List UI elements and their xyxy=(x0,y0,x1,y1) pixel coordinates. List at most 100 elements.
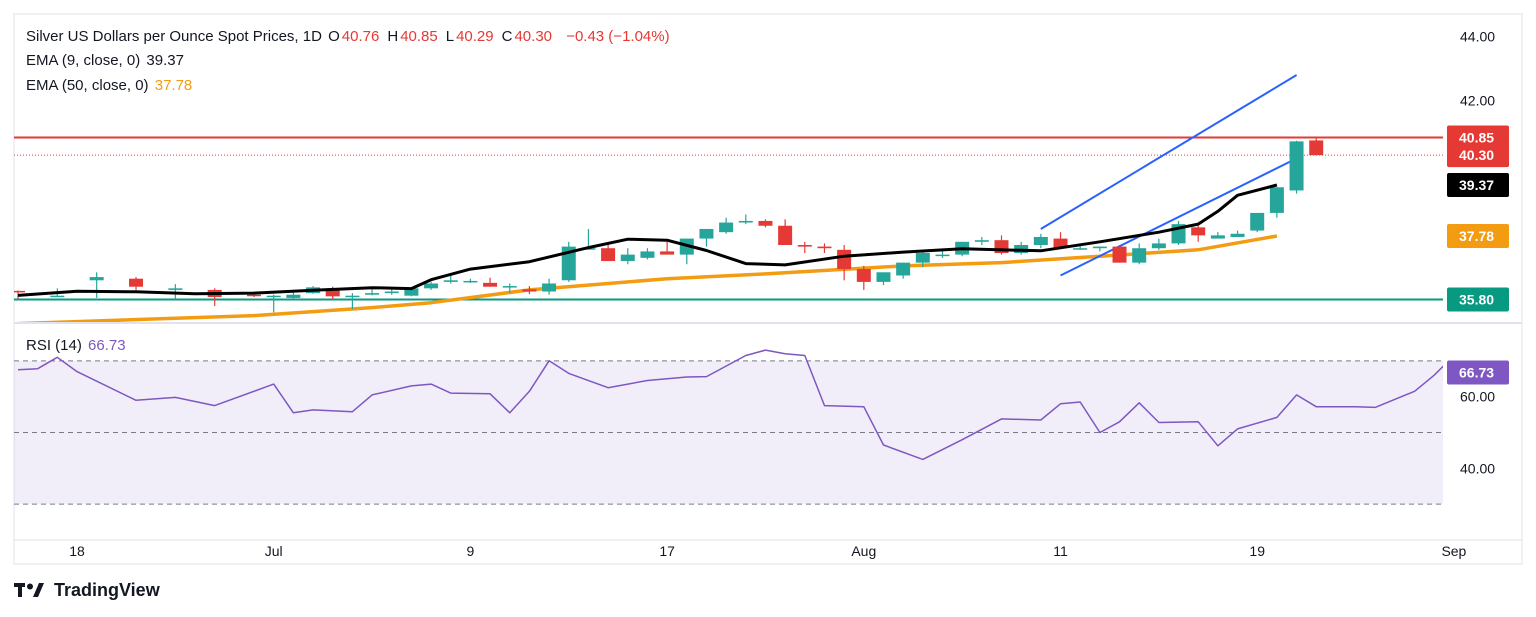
candle-body xyxy=(817,246,832,249)
channel-lower-line xyxy=(1060,157,1298,277)
candle-body xyxy=(1112,246,1127,263)
candle xyxy=(1269,187,1284,218)
candle xyxy=(1092,246,1107,252)
candle xyxy=(1309,137,1324,156)
x-tick-label: 9 xyxy=(467,543,475,559)
candle xyxy=(1210,232,1225,239)
rsi-tag-box xyxy=(1447,360,1509,385)
candle xyxy=(286,291,301,299)
x-tick-label: Sep xyxy=(1441,543,1466,559)
candle xyxy=(1053,232,1068,249)
candle xyxy=(561,241,576,282)
rsi-label: RSI (14) xyxy=(26,337,82,354)
candle xyxy=(915,251,930,268)
candle-body xyxy=(89,277,104,281)
ohlc-o: O 40.76 xyxy=(328,28,380,45)
price-tag-box xyxy=(1447,287,1509,312)
x-tick-label: 18 xyxy=(69,543,85,559)
price-tag-label: 37.78 xyxy=(1459,228,1494,244)
ema50-value: 37.78 xyxy=(154,77,193,94)
candle xyxy=(365,288,380,296)
candle xyxy=(640,248,655,260)
candle xyxy=(502,283,517,294)
ohlc-h: H 40.85 xyxy=(387,28,438,45)
ema9-label: EMA (9, close, 0) xyxy=(26,52,141,69)
candle xyxy=(620,248,635,265)
rsi-value: 66.73 xyxy=(88,337,126,354)
candle xyxy=(207,288,222,306)
candle xyxy=(797,241,812,254)
candle xyxy=(738,214,753,225)
candle-body xyxy=(915,253,930,263)
candle xyxy=(1132,243,1147,265)
candle-body xyxy=(935,254,950,257)
candle-body xyxy=(856,269,871,282)
rsi-line xyxy=(17,349,1443,461)
legend-rsi: RSI (14) 66.73 xyxy=(26,337,128,354)
price-tag-label: 39.37 xyxy=(1459,177,1494,193)
candle xyxy=(266,294,281,313)
ohlc-c: C 40.30 xyxy=(501,28,553,45)
candle xyxy=(876,272,891,286)
candle xyxy=(896,262,911,279)
candle-body xyxy=(601,248,616,262)
candle-body xyxy=(1210,235,1225,239)
candle-body xyxy=(778,225,793,245)
candle xyxy=(443,275,458,284)
x-tick-label: 19 xyxy=(1249,543,1265,559)
candle-body xyxy=(719,222,734,233)
candle xyxy=(1112,245,1127,263)
candle-body xyxy=(50,295,65,298)
candle xyxy=(129,277,144,290)
candle-body xyxy=(522,289,537,292)
candle xyxy=(1033,233,1048,249)
candle-body xyxy=(561,246,576,281)
candle-body xyxy=(365,293,380,295)
candle xyxy=(483,277,498,287)
price-tag-label: 40.30 xyxy=(1459,147,1494,163)
candle-body xyxy=(1191,227,1206,236)
candle-body xyxy=(797,245,812,247)
candle xyxy=(758,219,773,228)
candle-body xyxy=(1230,233,1245,237)
price-tag-label: 35.80 xyxy=(1459,292,1494,308)
candle xyxy=(817,243,832,254)
rsi-y-tick-label: 40.00 xyxy=(1460,460,1495,476)
tradingview-logo[interactable]: TradingView xyxy=(14,580,160,601)
candle xyxy=(660,241,675,255)
ema9-line xyxy=(17,183,1278,297)
candle-body xyxy=(129,278,144,287)
candle-body xyxy=(1132,248,1147,263)
candle xyxy=(974,236,989,245)
candle-body xyxy=(168,288,183,290)
candle-body xyxy=(1033,236,1048,245)
chart-frame xyxy=(13,13,1523,565)
candle-body xyxy=(404,288,419,296)
candle xyxy=(522,286,537,295)
y-tick-label: 42.00 xyxy=(1460,93,1495,109)
candle-body xyxy=(266,295,281,298)
candle xyxy=(1289,140,1304,194)
price-tag-label: 40.85 xyxy=(1459,130,1494,146)
x-tick-label: Aug xyxy=(851,543,876,559)
candle xyxy=(1171,220,1186,245)
rsi-tag-label: 66.73 xyxy=(1459,365,1494,381)
candle-body xyxy=(345,295,360,298)
x-tick-label: 11 xyxy=(1053,543,1068,559)
candle xyxy=(1151,238,1166,250)
candle-body xyxy=(1053,238,1068,249)
candle-body xyxy=(483,282,498,287)
candle-body xyxy=(247,294,262,297)
candle-body xyxy=(1269,187,1284,213)
candle-body xyxy=(286,294,301,298)
legend-main: Silver US Dollars per Ounce Spot Prices,… xyxy=(26,28,672,45)
ema9-value: 39.37 xyxy=(146,52,184,69)
candle-body xyxy=(325,289,340,297)
candle xyxy=(1191,225,1206,242)
candle-body xyxy=(876,272,891,282)
x-tick-label: Jul xyxy=(265,543,283,559)
legend-ema9: EMA (9, close, 0) 39.37 xyxy=(26,52,186,69)
candle xyxy=(1014,241,1029,255)
price-tag-box xyxy=(1447,224,1509,249)
